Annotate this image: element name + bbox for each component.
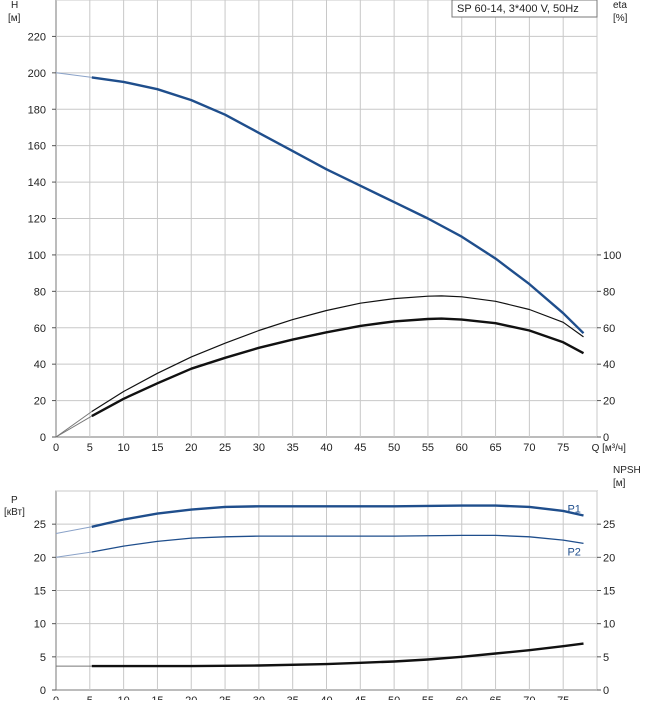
head-x-tick-label: 75 xyxy=(557,442,569,454)
head-x-tick-label: 50 xyxy=(388,442,400,454)
power-right-axis-title: NPSH xyxy=(613,465,641,476)
power-series-1-line xyxy=(91,534,584,553)
power-x-tick-label: 40 xyxy=(320,695,332,700)
head-x-tick-label: 40 xyxy=(320,442,332,454)
head-series-2-extension xyxy=(55,415,93,438)
head-left-tick-label: 120 xyxy=(28,214,46,226)
head-x-tick-label: 65 xyxy=(489,442,501,454)
power-right-tick-label: 10 xyxy=(603,619,615,631)
chart-title: SP 60-14, 3*400 V, 50Hz xyxy=(457,3,579,15)
head-x-tick-label: 60 xyxy=(456,442,468,454)
head-x-tick-label: 20 xyxy=(185,442,197,454)
power-right-tick-label: 20 xyxy=(603,552,615,564)
head-right-tick-label: 40 xyxy=(603,359,615,371)
power-left-axis-unit: [кВт] xyxy=(4,507,25,518)
head-x-tick-label: 55 xyxy=(422,442,434,454)
power-right-tick-label: 0 xyxy=(603,685,609,697)
head-left-tick-label: 0 xyxy=(40,432,46,444)
head-x-tick-label: 15 xyxy=(151,442,163,454)
power-right-tick-label: 15 xyxy=(603,586,615,598)
power-series-label-p1: P1 xyxy=(567,504,580,516)
power-series-label-p2: P2 xyxy=(567,546,580,558)
power-right-tick-label: 5 xyxy=(603,652,609,664)
head-right-tick-label: 80 xyxy=(603,286,615,298)
head-x-tick-label: 70 xyxy=(523,442,535,454)
head-right-tick-label: 0 xyxy=(603,432,609,444)
head-right-tick-label: 20 xyxy=(603,396,615,408)
head-right-tick-label: 60 xyxy=(603,323,615,335)
head-right-axis-title: eta xyxy=(613,0,627,11)
head-series-2-line xyxy=(91,317,585,418)
power-x-tick-label: 15 xyxy=(151,695,163,700)
head-left-tick-label: 220 xyxy=(28,31,46,43)
power-left-axis-title: P xyxy=(11,495,18,506)
head-left-tick-label: 180 xyxy=(28,104,46,116)
power-x-tick-label: 20 xyxy=(185,695,197,700)
head-right-axis-unit: [%] xyxy=(613,13,628,24)
head-x-tick-label: 30 xyxy=(253,442,265,454)
power-x-tick-label: 45 xyxy=(354,695,366,700)
power-x-tick-label: 75 xyxy=(557,695,569,700)
power-right-axis-unit: [м] xyxy=(613,478,626,489)
head-x-tick-label: 5 xyxy=(87,442,93,454)
head-series-1-extension xyxy=(55,411,93,438)
head-left-tick-label: 80 xyxy=(34,286,46,298)
power-x-tick-label: 60 xyxy=(456,695,468,700)
head-x-tick-label: 45 xyxy=(354,442,366,454)
head-x-tick-label: 35 xyxy=(287,442,299,454)
head-series-0-line xyxy=(91,76,585,335)
chart-title-box xyxy=(451,0,598,18)
power-x-tick-label: 10 xyxy=(118,695,130,700)
power-series-2-line xyxy=(91,642,584,668)
head-left-tick-label: 100 xyxy=(28,250,46,262)
head-right-tick-label: 100 xyxy=(603,250,621,262)
head-x-tick-label: 25 xyxy=(219,442,231,454)
power-x-tick-label: 35 xyxy=(287,695,299,700)
head-x-tick-label: 10 xyxy=(118,442,130,454)
power-x-tick-label: 25 xyxy=(219,695,231,700)
power-left-tick-label: 10 xyxy=(34,619,46,631)
power-x-tick-label: 50 xyxy=(388,695,400,700)
power-series-0-line xyxy=(91,504,584,528)
power-left-tick-label: 25 xyxy=(34,519,46,531)
head-series-1-line xyxy=(91,295,584,413)
power-left-tick-label: 20 xyxy=(34,552,46,564)
power-x-tick-label: 0 xyxy=(53,695,59,700)
power-left-tick-label: 5 xyxy=(40,652,46,664)
power-series-1-extension xyxy=(55,551,92,558)
power-left-tick-label: 0 xyxy=(40,685,46,697)
head-left-axis-title: H xyxy=(11,0,18,11)
power-right-tick-label: 25 xyxy=(603,519,615,531)
head-left-tick-label: 160 xyxy=(28,141,46,153)
power-x-tick-label: 30 xyxy=(253,695,265,700)
head-left-axis-unit: [м] xyxy=(8,13,21,24)
head-left-tick-label: 20 xyxy=(34,396,46,408)
power-x-tick-label: 70 xyxy=(523,695,535,700)
head-series-0-extension xyxy=(55,72,92,78)
power-left-tick-label: 15 xyxy=(34,586,46,598)
power-x-tick-label: 65 xyxy=(489,695,501,700)
head-x-tick-label: 0 xyxy=(53,442,59,454)
head-left-tick-label: 140 xyxy=(28,177,46,189)
head-x-axis-label: Q [м³/ч] xyxy=(592,443,627,454)
power-series-0-extension xyxy=(55,526,92,534)
power-x-tick-label: 5 xyxy=(87,695,93,700)
power-x-tick-label: 55 xyxy=(422,695,434,700)
head-left-tick-label: 200 xyxy=(28,68,46,80)
head-left-tick-label: 40 xyxy=(34,359,46,371)
head-left-tick-label: 60 xyxy=(34,323,46,335)
